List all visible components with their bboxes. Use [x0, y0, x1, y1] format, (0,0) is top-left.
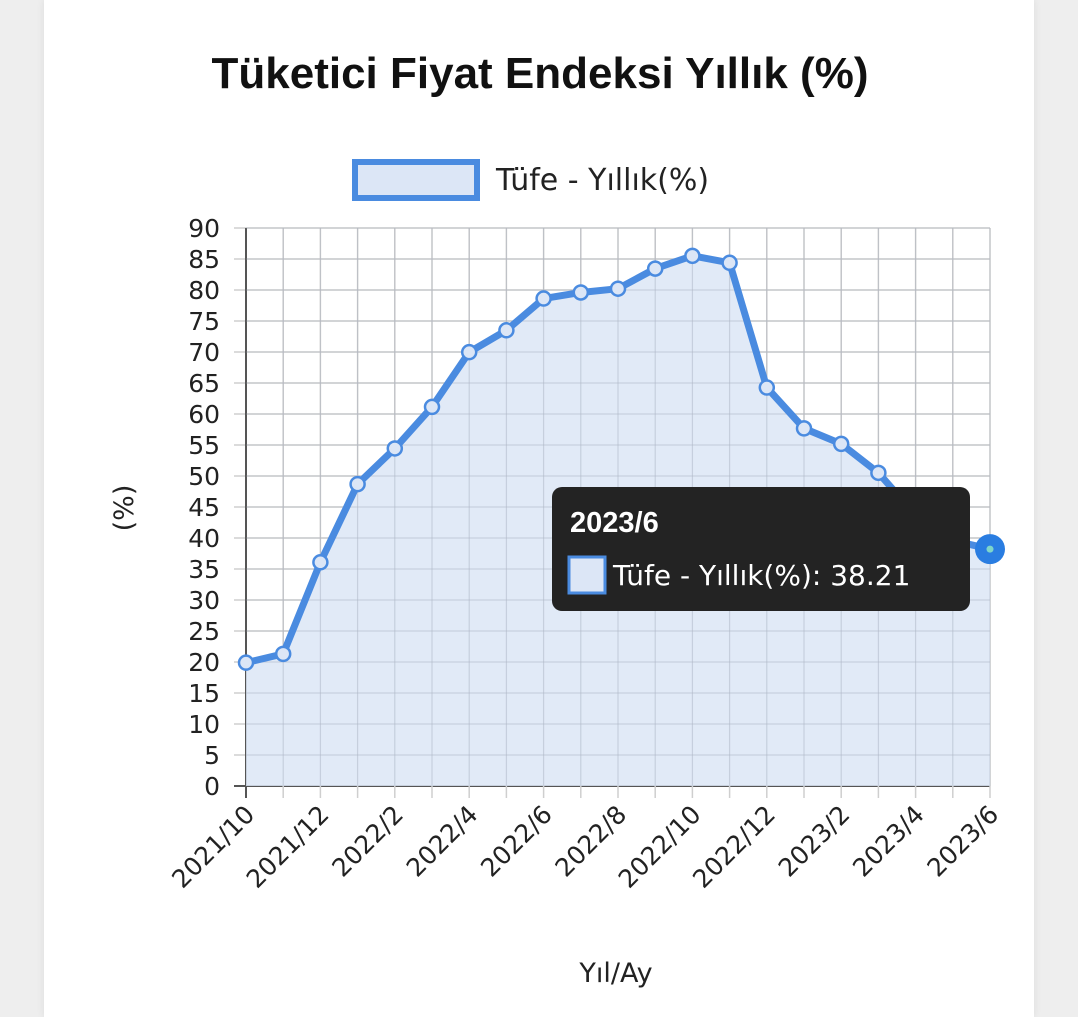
data-point[interactable]	[386, 440, 404, 457]
y-tick-label: 85	[188, 245, 220, 274]
tooltip-swatch	[567, 555, 607, 595]
data-point[interactable]	[609, 280, 627, 297]
y-tick-label: 5	[204, 741, 220, 770]
data-point[interactable]	[758, 379, 776, 396]
x-axis-ticks: 2021/102021/122022/22022/42022/62022/820…	[166, 800, 1004, 894]
y-tick-label: 20	[188, 648, 220, 677]
data-point-active-center	[986, 545, 994, 553]
x-tick-label: 2022/4	[401, 800, 484, 883]
data-point[interactable]	[721, 254, 738, 272]
x-tick-label: 2022/12	[687, 800, 781, 894]
data-point[interactable]	[423, 398, 441, 416]
x-tick-label: 2023/2	[773, 800, 856, 883]
x-tick-label: 2023/4	[847, 800, 930, 883]
y-axis-label: (%)	[109, 485, 140, 532]
data-point[interactable]	[237, 654, 255, 671]
data-point[interactable]	[870, 464, 887, 482]
y-tick-label: 15	[188, 679, 220, 708]
y-tick-label: 60	[188, 400, 220, 429]
y-tick-label: 25	[188, 617, 220, 646]
y-tick-label: 80	[188, 276, 220, 305]
y-tick-label: 40	[188, 524, 220, 553]
y-tick-label: 90	[188, 214, 220, 243]
tooltip: 2023/6 Tüfe - Yıllık(%): 38.21	[552, 487, 970, 611]
data-point[interactable]	[535, 290, 552, 307]
x-axis-label: Yıl/Ay	[578, 958, 652, 989]
y-tick-label: 75	[188, 307, 220, 336]
data-point[interactable]	[312, 554, 329, 571]
x-tick-label: 2021/12	[241, 800, 335, 894]
data-point[interactable]	[832, 435, 850, 453]
tooltip-label: Tüfe - Yıllık(%): 38.21	[612, 559, 910, 592]
x-tick-label: 2022/2	[326, 800, 409, 883]
data-point[interactable]	[646, 260, 664, 277]
legend[interactable]: Tüfe - Yıllık(%)	[352, 159, 709, 201]
y-tick-label: 0	[204, 772, 220, 801]
x-tick-label: 2023/6	[922, 800, 1005, 883]
y-tick-label: 45	[188, 493, 220, 522]
y-tick-label: 70	[188, 338, 220, 367]
y-tick-label: 30	[188, 586, 220, 615]
data-point[interactable]	[460, 343, 478, 361]
tooltip-title: 2023/6	[570, 507, 659, 539]
data-point[interactable]	[684, 247, 701, 265]
data-point[interactable]	[572, 284, 590, 301]
y-tick-label: 65	[188, 369, 220, 398]
y-tick-label: 35	[188, 555, 220, 584]
data-point[interactable]	[498, 322, 515, 339]
data-point[interactable]	[349, 475, 366, 493]
y-tick-label: 50	[188, 462, 220, 491]
chart-title: Tüketici Fiyat Endeksi Yıllık (%)	[212, 49, 869, 98]
legend-label: Tüfe - Yıllık(%)	[495, 163, 709, 198]
data-point[interactable]	[795, 420, 813, 437]
x-tick-label: 2022/6	[475, 800, 558, 883]
y-tick-label: 10	[188, 710, 220, 739]
legend-swatch	[352, 159, 480, 201]
tooltip-box	[552, 487, 970, 611]
y-tick-label: 55	[188, 431, 220, 460]
data-point[interactable]	[274, 645, 292, 663]
